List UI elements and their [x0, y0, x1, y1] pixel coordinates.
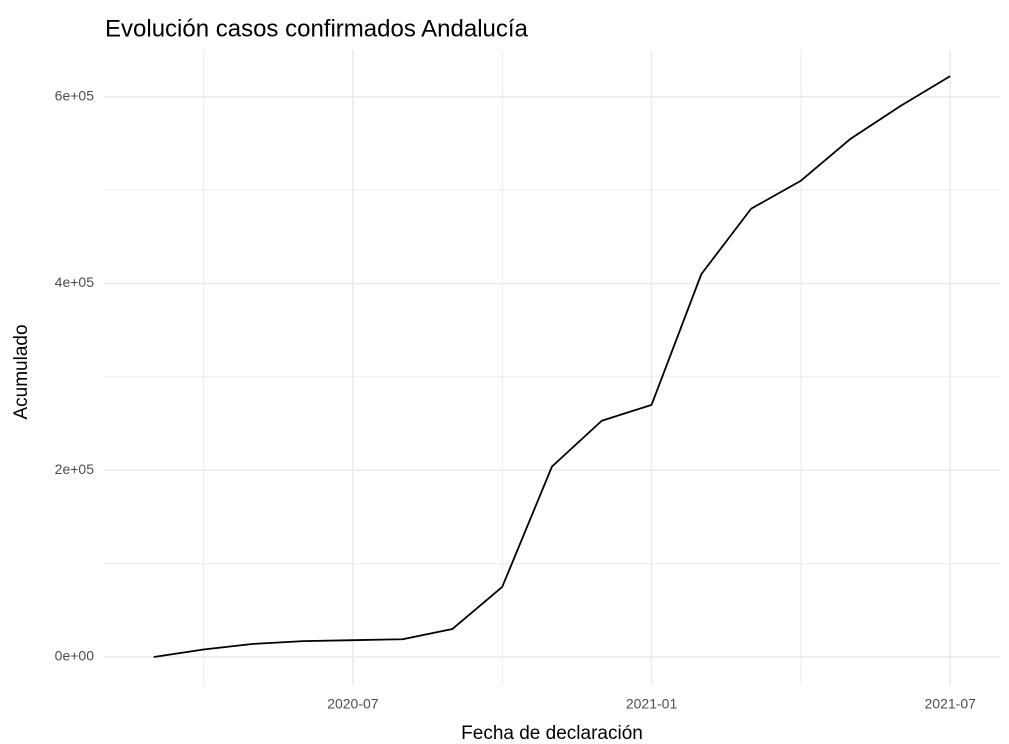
x-tick-label: 2020-07: [327, 696, 379, 712]
data-line: [153, 75, 951, 658]
y-tick-label: 4e+05: [55, 274, 95, 290]
x-axis-title: Fecha de declaración: [461, 723, 643, 744]
y-axis-title: Acumulado: [11, 324, 32, 419]
y-tick-label: 2e+05: [55, 461, 95, 477]
x-tick-label: 2021-07: [925, 696, 977, 712]
x-tick-label: 2021-01: [626, 696, 678, 712]
y-tick-label: 0e+00: [55, 648, 95, 664]
chart-title: Evolución casos confirmados Andalucía: [105, 15, 529, 42]
y-tick-label: 6e+05: [55, 87, 95, 103]
